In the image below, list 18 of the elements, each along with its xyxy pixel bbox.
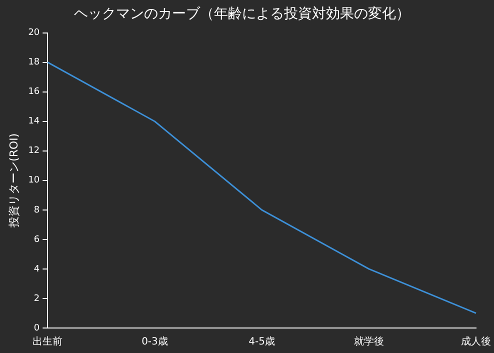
y-tick-label: 20 — [28, 28, 40, 38]
y-tick-label: 10 — [28, 176, 40, 186]
y-tick-label: 2 — [34, 294, 40, 304]
y-tick-label: 14 — [28, 116, 40, 127]
x-tick-label: 成人後 — [461, 336, 491, 348]
y-tick-label: 0 — [34, 323, 40, 334]
x-tick-label: 出生前 — [32, 336, 63, 348]
y-tick-label: 6 — [34, 234, 40, 245]
y-tick-label: 12 — [28, 146, 40, 156]
y-tick-label: 18 — [28, 58, 40, 68]
x-tick-label: 4-5歳 — [248, 336, 275, 348]
x-tick-label: 就学後 — [354, 336, 384, 348]
y-tick-label: 8 — [34, 205, 40, 216]
chart-title: ヘックマンのカーブ（年齢による投資対効果の変化） — [74, 6, 410, 22]
y-tick-label: 4 — [34, 264, 40, 274]
y-axis-title: 投資リターン(ROI) — [7, 133, 20, 228]
y-tick-label: 16 — [28, 87, 40, 98]
x-tick-label: 0-3歳 — [142, 336, 168, 348]
